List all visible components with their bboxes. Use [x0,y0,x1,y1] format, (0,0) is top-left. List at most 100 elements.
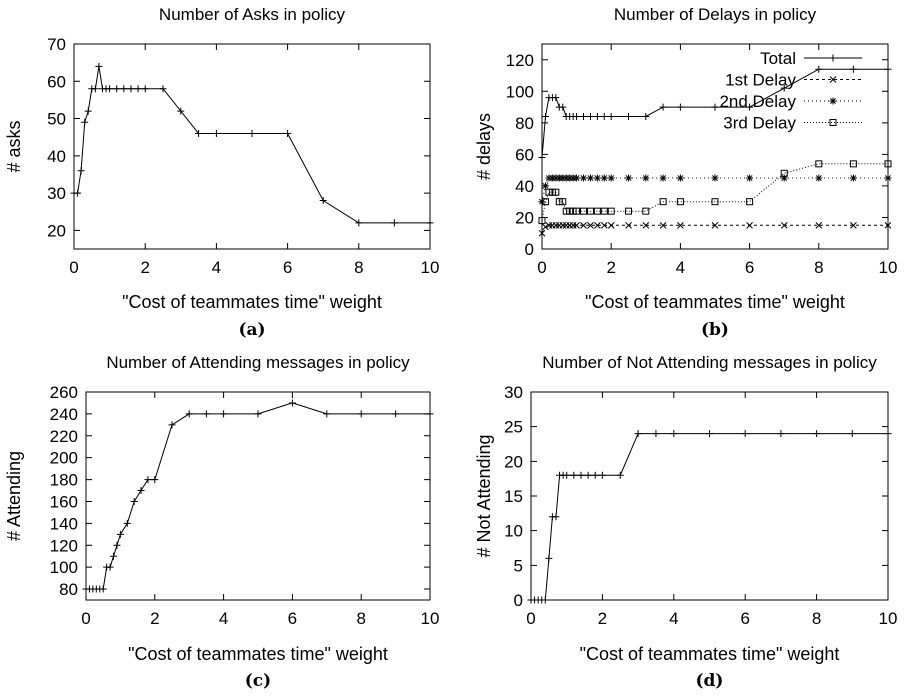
data-point [552,513,560,521]
data-point [81,118,89,126]
data-point [850,221,857,229]
data-point [106,563,114,571]
legend: Total 1st Delay 2nd Delay 3rd Delay [719,49,862,133]
data-point [607,174,615,182]
y-tick-label: 15 [504,487,523,506]
series-line [86,402,430,590]
data-point [91,85,99,93]
y-tick-label: 0 [525,240,534,259]
data-point [541,113,549,121]
y-tick-label: 240 [50,405,78,424]
data-point [659,103,667,111]
plot-frame [530,391,889,601]
data-point [248,129,256,137]
data-point [616,471,624,479]
plot-frame [85,391,431,601]
data-point [884,430,892,438]
plot-frame [73,43,431,250]
y-tick-label: 50 [47,110,66,129]
data-point [141,85,149,93]
data-point [202,410,210,418]
data-point [677,221,684,229]
data-point [584,471,592,479]
chart-title: Number of Not Attending messages in poli… [542,353,877,372]
data-point [541,198,549,206]
y-tick-label: 80 [59,580,78,599]
data-point [284,129,292,137]
data-point [815,174,823,182]
data-point [426,410,434,418]
data-point [625,174,632,182]
series-3rd-delay [538,160,892,225]
data-point [586,207,594,215]
data-point [849,160,857,168]
data-point [884,160,892,168]
data-point [780,174,788,182]
data-point [144,476,152,484]
chart-asks: Number of Asks in policy 0 2 4 6 8 10 20 30 40 50 6… [4,5,439,340]
data-point [607,221,615,229]
x-tick-label: 4 [212,258,221,277]
data-point [711,198,719,206]
x-tick-label: 8 [356,609,365,628]
data-point [670,430,678,438]
data-point [884,221,892,229]
data-point [884,174,892,182]
data-point [625,207,632,215]
x-tick-label: 0 [526,609,535,628]
data-point [137,487,145,495]
data-point [110,552,118,560]
data-point [815,221,823,229]
y-tick-label: 20 [504,452,523,471]
series-2nd-delay [538,174,892,206]
data-point [593,207,601,215]
x-tick-label: 8 [812,609,821,628]
data-point [598,471,606,479]
y-tick-label: 220 [50,427,78,446]
x-tick-label: 6 [740,609,749,628]
data-point [600,221,608,229]
y-tick-label: 40 [47,147,66,166]
x-tick-label: 10 [879,258,898,277]
legend-label: 3rd Delay [723,114,796,133]
data-point [541,596,549,604]
legend-marker [829,119,837,126]
data-point [212,129,220,137]
data-point [625,221,632,229]
data-point [815,160,823,168]
x-axis-label: "Cost of teammates time" weight [580,644,840,664]
data-point [113,541,121,549]
data-point [570,471,578,479]
y-tick-label: 180 [50,471,78,490]
data-point [106,85,114,93]
y-tick-label: 40 [515,177,534,196]
x-tick-label: 4 [676,258,685,277]
data-point [642,174,650,182]
data-point [711,174,719,182]
chart-not-attending: Number of Not Attending messages in poli… [474,353,897,691]
plot-frame [541,43,889,250]
data-point [542,223,549,231]
x-tick-label: 6 [288,609,297,628]
data-point [600,174,608,182]
panel-caption: (d) [696,671,724,691]
data-point [195,129,203,137]
data-point [392,410,400,418]
data-point [426,219,434,227]
data-point [849,65,857,73]
data-point [563,471,571,479]
y-axis-label: # Not Attending [474,434,494,557]
y-tick-label: 200 [50,449,78,468]
data-point [580,174,588,182]
y-tick-label: 100 [506,82,534,101]
data-point [642,113,650,121]
y-tick-label: 100 [50,558,78,577]
series-0 [70,62,434,227]
x-tick-label: 4 [669,609,678,628]
data-point [849,174,857,182]
chart-title: Number of Delays in policy [614,5,817,24]
data-point [607,113,615,121]
y-tick-label: 5 [514,556,523,575]
data-point [780,221,788,229]
series-1st-delay [538,221,892,237]
